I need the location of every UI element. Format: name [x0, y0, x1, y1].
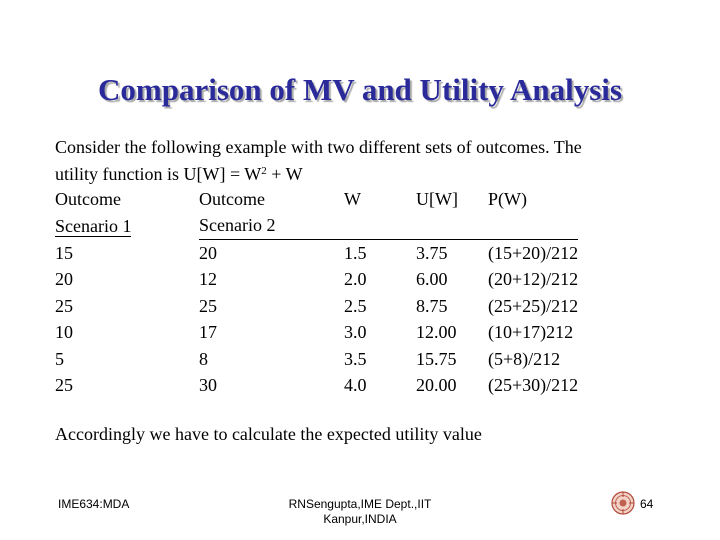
header-uw: U[W]: [416, 188, 458, 209]
w-cell: 2.0: [344, 269, 367, 290]
w-cell: 1.5: [344, 242, 367, 263]
table-row: 10 17 3.0 12.00 (10+17)212: [55, 320, 578, 347]
header-underline: [488, 212, 579, 240]
pw-cell: (15+20)/212: [488, 242, 579, 263]
institute-seal-icon: [611, 491, 635, 515]
w-cell: 2.5: [344, 295, 367, 316]
table-header-row: Outcome Outcome W U[W] P(W): [55, 186, 578, 213]
uw-cell: 8.75: [416, 295, 448, 316]
slide-title: Comparison of MV and Utility Analysis: [98, 72, 622, 107]
w-cell: 4.0: [344, 375, 367, 396]
header-underline: [416, 212, 488, 240]
utility-function-suffix: + W: [266, 163, 303, 184]
pw-cell: (10+17)212: [488, 322, 574, 343]
intro-line-1: Consider the following example with two …: [55, 137, 582, 157]
header-w: W: [344, 188, 361, 209]
table-row: 15 20 1.5 3.75 (15+20)/212: [55, 240, 578, 267]
utility-function-text: utility function is U[W] = W: [55, 163, 262, 184]
scenario-2-cell: 8: [199, 348, 208, 369]
scenario-1-cell: 20: [55, 269, 73, 290]
author-line-2: Kanpur,INDIA: [323, 512, 397, 526]
pw-cell: (25+25)/212: [488, 295, 579, 316]
page-number: 64: [640, 497, 654, 511]
scenario-1-cell: 5: [55, 348, 64, 369]
w-cell: 3.0: [344, 322, 367, 343]
uw-cell: 3.75: [416, 242, 448, 263]
header-scenario-2: Scenario 2: [199, 212, 344, 240]
pw-cell: (25+30)/212: [488, 375, 579, 396]
outcome-table: Outcome Outcome W U[W] P(W) Scenario 1 S…: [55, 186, 579, 400]
exponent: 2: [261, 164, 267, 177]
w-cell: 3.5: [344, 348, 367, 369]
header-outcome-1: Outcome: [55, 188, 121, 209]
scenario-2-cell: 20: [199, 242, 217, 263]
header-underline: [344, 212, 416, 240]
uw-cell: 20.00: [416, 375, 457, 396]
intro-line-2: utility function is U[W] = W2 + W: [55, 161, 675, 188]
author-line-1: RNSengupta,IME Dept.,IIT: [288, 497, 432, 511]
uw-cell: 6.00: [416, 269, 448, 290]
uw-cell: 15.75: [416, 348, 457, 369]
author-credit: RNSengupta,IME Dept.,IIT Kanpur,INDIA: [250, 497, 470, 527]
scenario-1-cell: 25: [55, 295, 73, 316]
table-row: 20 12 2.0 6.00 (20+12)/212: [55, 267, 578, 294]
scenario-2-cell: 12: [199, 269, 217, 290]
table-row: 25 25 2.5 8.75 (25+25)/212: [55, 293, 578, 320]
scenario-1-cell: 10: [55, 322, 73, 343]
scenario-1-cell: 15: [55, 242, 73, 263]
intro-text: Consider the following example with two …: [55, 134, 675, 187]
course-code: IME634:MDA: [58, 497, 130, 511]
header-pw: P(W): [488, 188, 527, 209]
table-header-row-2: Scenario 1 Scenario 2: [55, 212, 579, 240]
table-row: 25 30 4.0 20.00 (25+30)/212: [55, 373, 578, 400]
conclusion-text: Accordingly we have to calculate the exp…: [55, 424, 482, 444]
scenario-2-cell: 17: [199, 322, 217, 343]
scenario-2-cell: 25: [199, 295, 217, 316]
table-row: 5 8 3.5 15.75 (5+8)/212: [55, 346, 578, 373]
pw-cell: (20+12)/212: [488, 269, 579, 290]
uw-cell: 12.00: [416, 322, 457, 343]
scenario-2-cell: 30: [199, 375, 217, 396]
pw-cell: (5+8)/212: [488, 348, 561, 369]
scenario-1-cell: 25: [55, 375, 73, 396]
header-scenario-1: Scenario 1: [55, 215, 132, 237]
header-outcome-2: Outcome: [199, 188, 265, 209]
